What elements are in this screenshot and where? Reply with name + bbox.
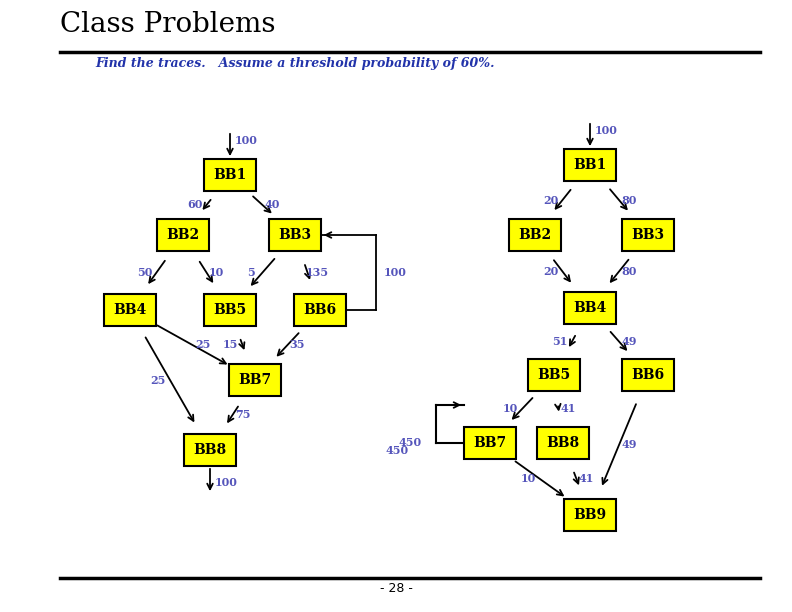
FancyBboxPatch shape xyxy=(564,149,616,181)
FancyBboxPatch shape xyxy=(204,159,256,191)
Text: 450: 450 xyxy=(386,444,409,455)
Text: 100: 100 xyxy=(384,267,407,278)
Text: 80: 80 xyxy=(621,266,637,277)
FancyBboxPatch shape xyxy=(564,499,616,531)
Text: BB4: BB4 xyxy=(113,303,147,317)
Text: BB2: BB2 xyxy=(166,228,200,242)
Text: BB7: BB7 xyxy=(474,436,507,450)
Text: 40: 40 xyxy=(265,200,280,211)
FancyBboxPatch shape xyxy=(509,219,561,251)
Text: 41: 41 xyxy=(561,403,577,414)
Text: 49: 49 xyxy=(621,439,637,450)
Text: BB5: BB5 xyxy=(538,368,570,382)
Text: 20: 20 xyxy=(543,266,558,277)
Text: 25: 25 xyxy=(195,340,210,351)
Text: BB5: BB5 xyxy=(213,303,246,317)
FancyBboxPatch shape xyxy=(269,219,321,251)
Text: 20: 20 xyxy=(543,195,558,206)
Text: BB6: BB6 xyxy=(631,368,664,382)
Text: 5: 5 xyxy=(246,267,254,278)
Text: 100: 100 xyxy=(235,135,258,146)
Text: BB3: BB3 xyxy=(631,228,664,242)
Text: BB8: BB8 xyxy=(546,436,580,450)
Text: 49: 49 xyxy=(621,336,637,347)
Text: 25: 25 xyxy=(150,375,166,386)
Text: Class Problems: Class Problems xyxy=(60,11,276,38)
Text: 100: 100 xyxy=(215,477,238,488)
FancyBboxPatch shape xyxy=(622,359,674,391)
FancyBboxPatch shape xyxy=(537,427,589,459)
Text: 100: 100 xyxy=(595,125,618,136)
Text: BB1: BB1 xyxy=(573,158,607,172)
Text: 41: 41 xyxy=(579,474,594,485)
Text: BB8: BB8 xyxy=(193,443,227,457)
FancyBboxPatch shape xyxy=(464,427,516,459)
Text: 10: 10 xyxy=(209,267,224,278)
Text: BB4: BB4 xyxy=(573,301,607,315)
Text: BB1: BB1 xyxy=(213,168,246,182)
Text: 75: 75 xyxy=(234,409,250,420)
FancyBboxPatch shape xyxy=(294,294,346,326)
FancyBboxPatch shape xyxy=(204,294,256,326)
Text: 51: 51 xyxy=(552,336,568,347)
FancyBboxPatch shape xyxy=(104,294,156,326)
Text: 10: 10 xyxy=(520,474,535,485)
Text: 135: 135 xyxy=(306,267,329,278)
Text: BB2: BB2 xyxy=(519,228,551,242)
FancyBboxPatch shape xyxy=(229,364,281,396)
Text: BB6: BB6 xyxy=(303,303,337,317)
FancyBboxPatch shape xyxy=(622,219,674,251)
Text: 450: 450 xyxy=(399,438,422,449)
Text: 10: 10 xyxy=(502,403,518,414)
FancyBboxPatch shape xyxy=(528,359,580,391)
Text: 15: 15 xyxy=(223,340,238,351)
Text: BB3: BB3 xyxy=(279,228,311,242)
FancyBboxPatch shape xyxy=(184,434,236,466)
Text: 60: 60 xyxy=(187,200,202,211)
Text: BB7: BB7 xyxy=(238,373,272,387)
Text: Find the traces.   Assume a threshold probability of 60%.: Find the traces. Assume a threshold prob… xyxy=(95,57,494,70)
Text: 35: 35 xyxy=(290,340,305,351)
FancyBboxPatch shape xyxy=(564,292,616,324)
Text: 80: 80 xyxy=(621,195,637,206)
FancyBboxPatch shape xyxy=(157,219,209,251)
Text: - 28 -: - 28 - xyxy=(379,582,413,595)
Text: BB9: BB9 xyxy=(573,508,607,522)
Text: 50: 50 xyxy=(137,267,152,278)
